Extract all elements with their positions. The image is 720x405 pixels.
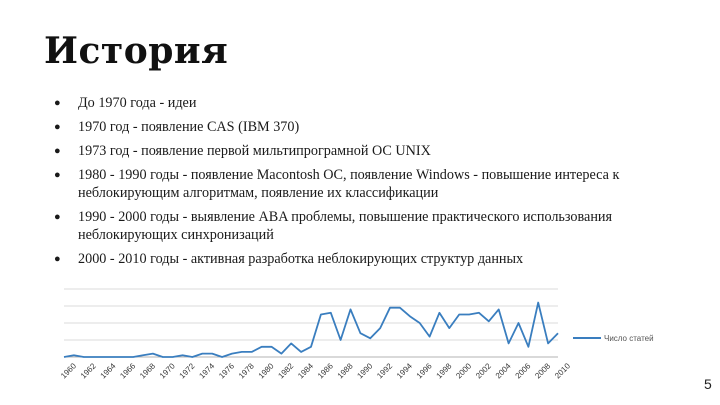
x-tick-label: 1992: [375, 361, 394, 380]
bullet-dot-icon: ●: [54, 211, 61, 223]
x-tick-label: 1990: [355, 361, 374, 380]
slide-title: История: [44, 30, 229, 72]
x-tick-label: 2010: [553, 361, 572, 380]
x-tick-label: 1996: [415, 361, 434, 380]
x-tick-label: 1968: [138, 361, 157, 380]
x-tick-label: 2004: [494, 361, 513, 380]
x-tick-label: 2000: [454, 361, 473, 380]
x-tick-label: 1962: [79, 361, 98, 380]
bullet-item: ● 1973 год - появление первой мильтипрогр…: [52, 142, 692, 160]
x-tick-label: 1994: [395, 361, 414, 380]
bullet-item: ● До 1970 года - идеи: [52, 94, 692, 112]
bullet-text: 1980 - 1990 годы - появление Macontosh O…: [78, 167, 620, 201]
articles-chart: 1960 1962 1964 1966 1968 1970 1972 1974 1976 1978…: [38, 283, 668, 385]
articles-chart-svg: 1960 1962 1964 1966 1968 1970 1972 1974 1976 1978…: [59, 288, 654, 380]
x-tick-label: 2006: [514, 361, 533, 380]
bullet-text: 1970 год - появление CAS (IBM 370): [78, 119, 300, 135]
x-tick-label: 1988: [336, 361, 355, 380]
bullet-dot-icon: ●: [54, 169, 61, 181]
x-tick-label: 1974: [197, 361, 216, 380]
bullet-list: ● До 1970 года - идеи ● 1970 год - появлен…: [52, 94, 692, 274]
x-tick-label: 1960: [59, 361, 78, 380]
x-tick-label: 1978: [237, 361, 256, 380]
bullet-dot-icon: ●: [54, 97, 61, 109]
x-tick-label: 1972: [178, 361, 197, 380]
chart-grid: [64, 288, 558, 358]
bullet-text: 1973 год - появление первой мильтипрогра…: [78, 143, 431, 159]
x-tick-label: 1976: [217, 361, 236, 380]
bullet-dot-icon: ●: [54, 121, 61, 133]
bullet-text: До 1970 года - идеи: [78, 95, 197, 111]
x-tick-label: 1970: [158, 361, 177, 380]
series-line: [63, 301, 559, 358]
x-tick-label: 2002: [474, 361, 493, 380]
chart-legend: Число статей: [573, 334, 654, 343]
bullet-item: ● 1980 - 1990 годы - появление Macontosh …: [52, 166, 692, 202]
x-tick-label: 1982: [276, 361, 295, 380]
bullet-dot-icon: ●: [54, 253, 61, 265]
bullet-dot-icon: ●: [54, 145, 61, 157]
bullet-item: ● 1970 год - появление CAS (IBM 370): [52, 118, 692, 136]
x-tick-label: 1986: [316, 361, 335, 380]
page-number: 5: [704, 376, 712, 392]
chart-x-ticks: 1960 1962 1964 1966 1968 1970 1972 1974 1976 1978…: [59, 361, 572, 380]
x-tick-label: 1964: [99, 361, 118, 380]
bullet-text: 2000 - 2010 годы - активная разработка н…: [78, 251, 524, 267]
x-tick-label: 2008: [533, 361, 552, 380]
x-tick-label: 1966: [118, 361, 137, 380]
bullet-text: 1990 - 2000 годы - выявление ABA проблем…: [78, 209, 613, 243]
x-tick-label: 1998: [434, 361, 453, 380]
x-tick-label: 1980: [257, 361, 276, 380]
bullet-item: ● 2000 - 2010 годы - активная разработка …: [52, 250, 692, 268]
x-tick-label: 1984: [296, 361, 315, 380]
chart-series-layer: [63, 301, 559, 358]
legend-label: Число статей: [604, 334, 654, 343]
bullet-item: ● 1990 - 2000 годы - выявление ABA пробле…: [52, 208, 692, 244]
